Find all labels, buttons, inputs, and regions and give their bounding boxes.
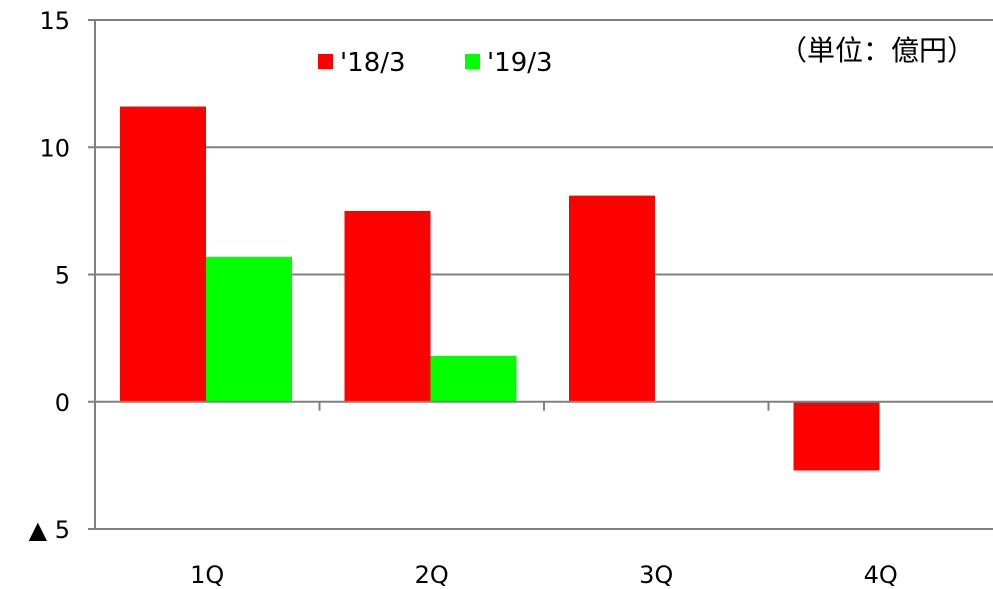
y-tick-label: 5 bbox=[55, 262, 70, 290]
y-tick-label: ▲ 5 bbox=[29, 516, 70, 544]
legend: '18/3 '19/3 bbox=[318, 48, 553, 78]
x-tick-label: 2Q bbox=[415, 561, 449, 589]
bars bbox=[120, 106, 880, 471]
bar-183-2Q bbox=[344, 210, 431, 402]
y-tick-label: 10 bbox=[39, 134, 70, 162]
legend-label: '18/3 bbox=[340, 48, 406, 78]
legend-swatch bbox=[318, 54, 333, 69]
legend-label: '19/3 bbox=[487, 48, 553, 78]
legend-swatch bbox=[465, 54, 480, 69]
axes bbox=[88, 19, 993, 530]
bar-193-2Q bbox=[430, 355, 517, 402]
y-tick-label: 0 bbox=[55, 389, 70, 417]
bar-193-1Q bbox=[206, 256, 292, 402]
x-tick-label: 4Q bbox=[864, 561, 898, 589]
bar-183-4Q bbox=[793, 401, 880, 471]
bar-183-1Q bbox=[120, 106, 206, 402]
bar-183-3Q bbox=[569, 195, 655, 402]
unit-note: （単位：億円） bbox=[779, 34, 975, 67]
y-tick-label: 15 bbox=[39, 7, 70, 35]
x-tick-label: 3Q bbox=[639, 561, 673, 589]
x-tick-labels: 1Q 2Q 3Q 4Q bbox=[190, 561, 898, 589]
x-tick-label: 1Q bbox=[190, 561, 224, 589]
y-tick-labels: 15 10 5 0 ▲ 5 bbox=[29, 7, 70, 544]
